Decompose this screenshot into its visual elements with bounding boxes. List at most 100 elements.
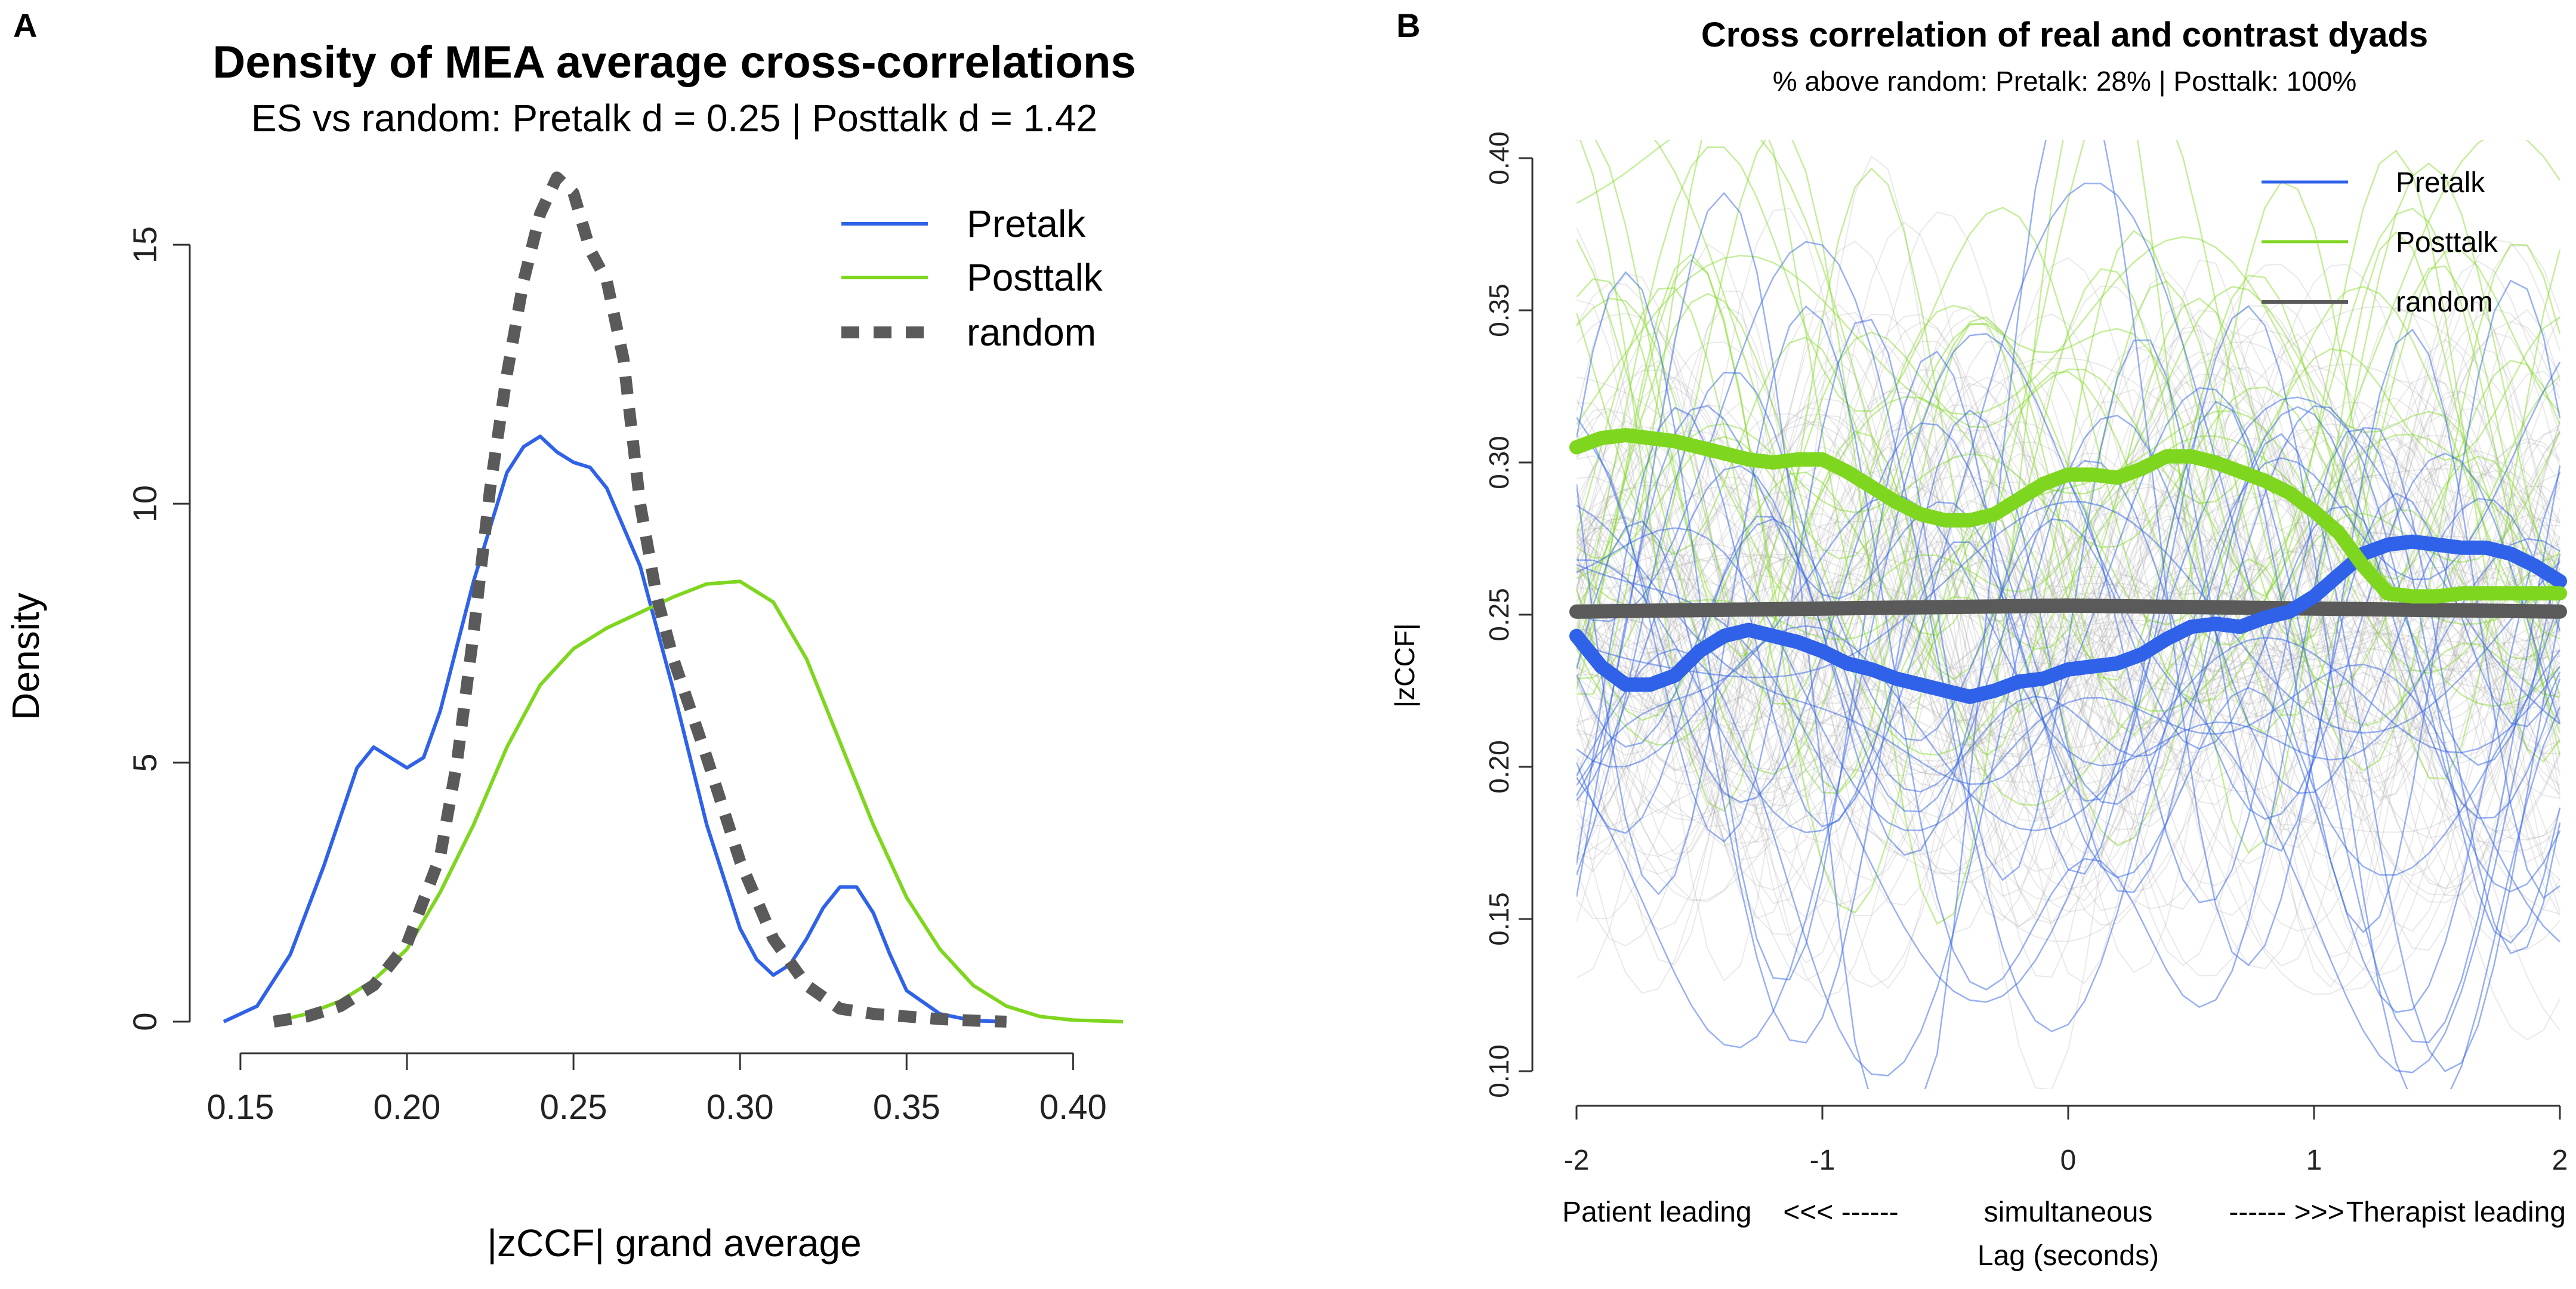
chart-b-random-dyad-curve — [1577, 359, 2560, 964]
chart-b-pretalk-dyad-curve — [1577, 501, 2560, 734]
chart-b-random-dyad-curve — [1577, 513, 2560, 906]
chart-b-random-dyad-curve — [1577, 397, 2560, 772]
legend-a-posttalk-label: Posttalk — [967, 256, 1103, 299]
chart-b-posttalk-dyad-curve — [1577, 239, 2560, 775]
chart-a-series-random-line — [273, 171, 1007, 1028]
panel-b-letter: B — [1396, 7, 1420, 44]
chart-b-random-dyad-curve — [1577, 257, 2560, 1041]
chart-b-y-tick-label: 0.15 — [1483, 892, 1514, 946]
chart-b-x-tick-label: -1 — [1810, 1145, 1835, 1176]
chart-b-random-dyad-curve — [1577, 428, 2560, 875]
chart-a-axes: 0 5 10 15 0.15 0.20 0.25 0.30 0.35 0.40 — [126, 226, 1107, 1127]
chart-b-random-dyad-curve — [1577, 404, 2560, 858]
chart-b-random-dyad-curve — [1577, 475, 2560, 932]
chart-b-y-tick-label: 0.25 — [1483, 588, 1514, 642]
chart-b-random-dyad-curve — [1577, 400, 2560, 952]
chart-b-random-dyad-curve — [1577, 155, 2560, 982]
chart-b-random-dyad-curve — [1577, 553, 2560, 657]
chart-b-random-dyad-curve — [1577, 485, 2560, 787]
legend-b-posttalk-label: Posttalk — [2396, 227, 2498, 258]
chart-b-random-dyad-curve — [1577, 333, 2560, 973]
chart-a-y-tick-label: 5 — [126, 753, 163, 772]
chart-b-random-dyad-curve — [1577, 341, 2560, 767]
chart-b-posttalk-dyad-curve — [1577, 287, 2560, 794]
chart-b-legend: Pretalk Posttalk random — [2262, 167, 2498, 318]
chart-b-posttalk-dyad-curve — [1577, 250, 2560, 716]
chart-b-y-tick-label: 0.35 — [1483, 283, 1514, 337]
chart-b-x-tick-label: 1 — [2306, 1145, 2322, 1176]
chart-b-posttalk-dyad-curve — [1577, 149, 2560, 763]
chart-b-x-tick-label: -2 — [1564, 1145, 1590, 1176]
chart-b-random-dyad-curve — [1577, 485, 2560, 833]
chart-b-random-dyad-curve — [1577, 290, 2560, 873]
chart-b-axes: 0.10 0.15 0.20 0.25 0.30 0.35 0.40 -2 -1 0 1 2 — [1483, 131, 2568, 1176]
chart-b-random-dyad-curve — [1577, 306, 2560, 776]
chart-b-random-dyad-curve — [1577, 445, 2560, 958]
legend-a-pretalk-label: Pretalk — [967, 202, 1086, 245]
chart-b-random-dyad-curve — [1577, 309, 2560, 873]
chart-b-posttalk-dyad-curve — [1577, 140, 2561, 733]
chart-b-series — [1569, 428, 2567, 704]
chart-b-pretalk-dyad-curve — [1577, 140, 2561, 1089]
chart-b-pretalk-dyad-curve — [1577, 409, 2561, 1072]
chart-b-random-dyad-curve — [1577, 221, 2560, 902]
chart-b-x-tick-label: 2 — [2552, 1145, 2568, 1176]
chart-b-random-dyad-curve — [1577, 358, 2560, 806]
chart-b-subtitle: % above random: Pretalk: 28% | Posttalk:… — [1773, 66, 2356, 97]
chart-b-random-dyad-curve — [1577, 379, 2560, 994]
chart-b-random-dyad-curve — [1577, 313, 2560, 970]
chart-b-random-dyad-curve — [1577, 522, 2560, 785]
chart-b-random-dyad-curve — [1577, 371, 2560, 869]
chart-b-annotation-simultaneous: simultaneous — [1984, 1197, 2153, 1228]
panel-a-letter: A — [13, 7, 37, 44]
chart-b-random-dyad-curve — [1577, 430, 2560, 745]
chart-b-random-dyad-curve — [1577, 369, 2560, 707]
chart-a-legend: Pretalk Posttalk random — [841, 202, 1103, 354]
chart-b-random-dyad-curve — [1577, 301, 2560, 844]
chart-b-random-dyad-curve — [1577, 401, 2560, 771]
chart-b-y-tick-label: 0.30 — [1483, 436, 1514, 489]
chart-b-random-dyad-curve — [1577, 365, 2560, 985]
chart-b-random-dyad-curve — [1577, 341, 2560, 982]
chart-b-series-random-mean-line — [1569, 598, 2567, 619]
panel-a: A Density of MEA average cross-correlati… — [4, 7, 1136, 1265]
chart-b-random-dyad-curve — [1577, 306, 2560, 951]
chart-b-random-dyad-curve — [1577, 471, 2560, 923]
chart-b-annotation-left-arrow: <<< ------ — [1783, 1197, 1898, 1228]
chart-b-random-dyad-curve — [1577, 351, 2560, 861]
chart-b-random-dyad-curve — [1577, 474, 2560, 894]
chart-b-random-dyad-curve — [1577, 331, 2560, 918]
chart-b-random-dyad-curve — [1577, 300, 2560, 893]
chart-b-random-dyad-curve — [1577, 315, 2560, 1031]
chart-b-pretalk-dyad-curve — [1577, 305, 2561, 1089]
chart-b-pretalk-dyad-curve — [1577, 319, 2560, 899]
chart-a-y-tick-label: 10 — [126, 485, 163, 522]
chart-b-posttalk-dyad-curve — [1577, 243, 2561, 914]
chart-b-random-dyad-curve — [1577, 208, 2560, 934]
chart-b-random-dyad-curve — [1577, 307, 2560, 881]
chart-b-xlabel: Lag (seconds) — [1977, 1240, 2159, 1272]
chart-b-random-dyad-curve — [1577, 365, 2560, 912]
chart-b-random-dyad-curve — [1577, 582, 2560, 772]
panel-b: B Cross correlation of real and contrast… — [1389, 7, 2568, 1272]
chart-b-ylabel: |zCCF| — [1389, 623, 1420, 707]
chart-a-y-tick-label: 15 — [126, 226, 163, 263]
chart-b-random-dyad-curve — [1577, 486, 2560, 832]
chart-b-random-dyad-curve — [1577, 525, 2560, 741]
chart-b-random-dyad-curve — [1577, 376, 2560, 783]
chart-b-pretalk-dyad-curve — [1577, 371, 2561, 893]
chart-a-x-tick-label: 0.20 — [374, 1088, 441, 1127]
chart-b-random-dyad-curve — [1577, 414, 2560, 720]
chart-b-random-dyad-curve — [1577, 445, 2560, 788]
chart-b-annotation-patient: Patient leading — [1562, 1197, 1752, 1228]
chart-b-posttalk-dyad-curve — [1577, 140, 2561, 806]
chart-b-random-dyad-curve — [1577, 211, 2560, 844]
chart-a-x-tick-label: 0.15 — [206, 1088, 274, 1127]
chart-a-xlabel: |zCCF| grand average — [487, 1222, 861, 1265]
chart-a-subtitle: ES vs random: Pretalk d = 0.25 | Posttal… — [251, 97, 1097, 140]
chart-b-random-dyad-curve — [1577, 386, 2560, 704]
chart-b-pretalk-dyad-curve — [1577, 494, 2560, 786]
chart-b-pretalk-dyad-curve — [1577, 271, 2561, 980]
chart-b-random-dyad-curve — [1577, 357, 2560, 717]
